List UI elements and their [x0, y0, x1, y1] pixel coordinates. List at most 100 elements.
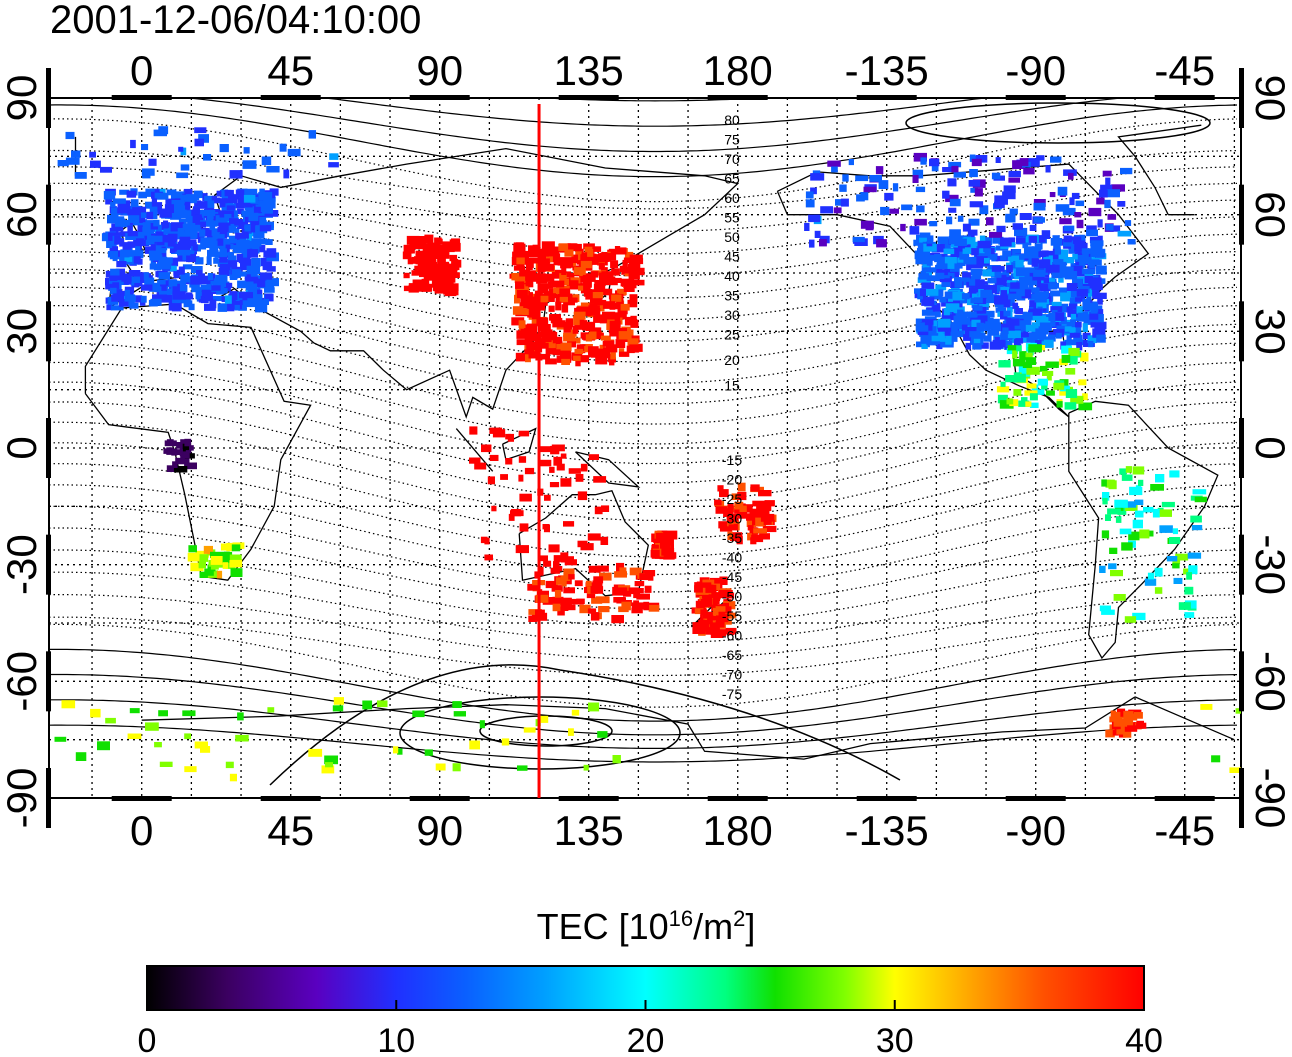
tec-cell	[1092, 328, 1106, 338]
tec-cell	[140, 284, 153, 291]
tec-cell	[913, 152, 927, 162]
tec-cell	[710, 630, 724, 638]
tec-cell	[545, 580, 558, 589]
tec-cell	[620, 303, 630, 311]
tec-cell	[1024, 312, 1033, 320]
tec-cell	[235, 189, 245, 198]
tec-cell	[163, 220, 169, 229]
tec-cell	[650, 549, 660, 558]
tec-cell	[1012, 223, 1023, 230]
tec-cell	[598, 253, 610, 260]
tec-cell	[113, 293, 124, 301]
tec-cell	[171, 302, 182, 312]
colorbar-tick-label: 0	[138, 1022, 157, 1057]
contour-label-south: -65	[722, 647, 742, 663]
tec-cell	[119, 231, 129, 237]
tec-cell	[592, 246, 602, 252]
tec-cell	[1022, 362, 1033, 368]
tec-cell	[266, 166, 280, 173]
tec-cell	[1051, 301, 1062, 309]
tec-cell	[550, 317, 563, 324]
tec-cell	[994, 201, 1005, 209]
tec-cell	[717, 485, 724, 492]
tec-cell	[1007, 255, 1019, 261]
tec-cell	[1026, 383, 1037, 389]
tec-cell	[972, 343, 982, 350]
tec-cell	[212, 234, 225, 240]
magnetic-contour	[49, 166, 1238, 232]
tec-cell	[1044, 255, 1053, 262]
tec-cell	[230, 241, 240, 250]
tec-cell	[631, 267, 645, 276]
tec-cell	[536, 277, 548, 284]
tec-cell	[950, 326, 959, 334]
tec-cell	[560, 552, 569, 562]
tec-cell	[546, 294, 555, 302]
tec-cell	[961, 324, 968, 331]
tec-cell	[515, 352, 529, 362]
tec-cell	[1034, 291, 1043, 297]
tec-cell	[1048, 334, 1056, 342]
tec-cell	[1053, 259, 1064, 265]
tec-cell	[594, 332, 604, 340]
tec-cell	[151, 198, 157, 204]
tec-cell	[1094, 321, 1107, 330]
tec-cell	[449, 264, 458, 271]
tec-cell	[198, 560, 206, 569]
tec-cell	[1081, 248, 1094, 254]
magnetic-contour	[49, 286, 1238, 384]
tec-cell	[518, 456, 527, 463]
tec-cell	[261, 202, 274, 209]
tec-cell	[588, 346, 599, 355]
tec-cell	[148, 250, 162, 258]
tec-cell	[1075, 322, 1082, 328]
tec-cell	[912, 169, 924, 179]
tec-cell	[259, 225, 272, 232]
tec-cell	[599, 572, 612, 581]
tec-cell	[151, 211, 158, 220]
tec-cell	[165, 198, 178, 205]
magnetic-contour	[49, 549, 1238, 627]
tec-cell	[145, 223, 158, 230]
tec-cell	[1200, 704, 1213, 710]
tec-cell	[546, 249, 559, 255]
tec-cell	[251, 300, 260, 306]
tec-cell	[1006, 318, 1020, 326]
tec-cell	[1012, 249, 1022, 257]
tec-cell	[820, 206, 833, 214]
tec-cell	[164, 204, 174, 213]
tec-cell	[540, 283, 548, 292]
tec-cell	[971, 248, 979, 256]
tec-cell	[1014, 373, 1026, 383]
tec-cell	[1183, 568, 1190, 575]
tec-cell	[900, 223, 906, 232]
tec-cell	[1014, 320, 1028, 330]
tec-cell	[1075, 200, 1085, 207]
tec-cell	[949, 229, 961, 237]
tec-cell	[616, 587, 628, 594]
tec-cell	[627, 299, 638, 308]
tec-cell	[1102, 498, 1108, 505]
tec-cell	[994, 277, 1007, 287]
tec-cell	[377, 700, 388, 708]
tec-cell	[1134, 510, 1144, 518]
tec-cell	[936, 340, 943, 350]
tec-cell	[549, 281, 562, 288]
tec-cell	[663, 530, 678, 540]
tec-cell	[1023, 316, 1032, 325]
colorbar-ticks: 0 10 20 30 40	[138, 1000, 1163, 1057]
tec-cell	[1021, 368, 1030, 377]
tec-cell	[180, 210, 192, 219]
tec-cell	[448, 274, 456, 283]
tec-cell	[656, 532, 662, 540]
magnetic-contour	[49, 98, 1237, 102]
tec-cell	[155, 231, 165, 238]
tec-cell	[1016, 345, 1022, 352]
tec-cell	[1029, 393, 1038, 401]
tec-cell	[1076, 342, 1083, 351]
tec-cell	[1059, 218, 1072, 225]
tec-cell	[248, 273, 258, 280]
tec-cell	[694, 585, 703, 593]
tec-cell	[207, 215, 213, 223]
